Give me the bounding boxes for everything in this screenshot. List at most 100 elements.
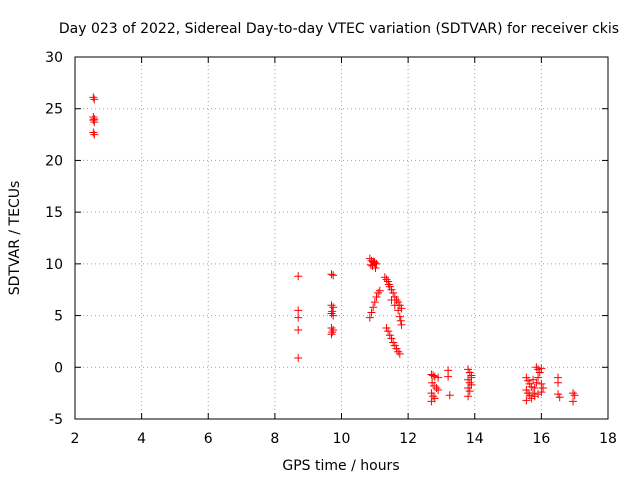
data-point [294, 313, 303, 322]
data-point [89, 128, 98, 137]
data-point [555, 393, 564, 402]
x-tick-labels: 2 4 6 8 10 12 14 16 18 [71, 431, 617, 447]
data-point [569, 397, 578, 406]
data-point [384, 280, 393, 289]
data-point [90, 118, 99, 127]
data-point [430, 372, 439, 381]
data-point [570, 391, 579, 400]
data-point [374, 288, 383, 297]
data-point [390, 301, 399, 310]
x-tick-label: 12 [399, 431, 417, 447]
x-tick-label: 18 [599, 431, 617, 447]
data-point [384, 327, 393, 336]
grid-lines [75, 57, 608, 419]
y-tick-label: 20 [45, 153, 63, 169]
data-point [432, 383, 441, 392]
data-point [427, 397, 436, 406]
data-point [365, 313, 374, 322]
data-point [534, 373, 543, 382]
data-point [395, 349, 404, 358]
y-tick-label: 15 [45, 205, 63, 221]
data-point [554, 378, 563, 387]
x-tick-label: 4 [137, 431, 146, 447]
data-point [465, 387, 474, 396]
y-tick-label: 30 [45, 50, 63, 66]
data-point [370, 298, 379, 307]
data-point [396, 316, 405, 325]
y-tick-label: 5 [54, 309, 63, 325]
data-point [394, 347, 403, 356]
data-point [294, 326, 303, 335]
y-axis-label: SDTVAR / TECUs [7, 181, 23, 296]
data-point [427, 370, 436, 379]
data-point [367, 308, 376, 317]
data-point [327, 301, 336, 310]
data-point [90, 130, 99, 139]
data-point [397, 304, 406, 313]
x-tick-label: 16 [532, 431, 550, 447]
data-point [387, 296, 396, 305]
data-point [397, 320, 406, 329]
data-point [372, 292, 381, 301]
data-point [294, 353, 303, 362]
y-tick-label: 10 [45, 257, 63, 273]
data-point [89, 93, 98, 102]
data-point [387, 334, 396, 343]
data-point [329, 326, 338, 335]
data-point [328, 307, 337, 316]
data-point [530, 392, 539, 401]
data-point [369, 303, 378, 312]
data-point [537, 364, 546, 373]
y-tick-label: 25 [45, 102, 63, 118]
axis-ticks [74, 56, 609, 420]
data-point [370, 257, 379, 266]
y-tick-labels: -5 0 5 10 15 20 25 30 [45, 50, 63, 428]
data-point [329, 311, 338, 320]
data-point [375, 286, 384, 295]
data-point [329, 303, 338, 312]
data-point [569, 389, 578, 398]
data-point [394, 306, 403, 315]
data-point [464, 392, 473, 401]
data-point [530, 383, 539, 392]
x-tick-label: 8 [270, 431, 279, 447]
data-point [429, 392, 438, 401]
data-point [529, 375, 538, 384]
x-tick-label: 6 [204, 431, 213, 447]
x-tick-label: 10 [333, 431, 351, 447]
data-point [527, 382, 536, 391]
data-point [532, 363, 541, 372]
data-point [371, 263, 380, 272]
data-point [380, 273, 389, 282]
data-point [527, 394, 536, 403]
x-axis-label: GPS time / hours [282, 458, 399, 474]
data-point [382, 275, 391, 284]
data-point [90, 95, 99, 104]
data-point [537, 379, 546, 388]
data-point [389, 288, 398, 297]
data-points [89, 93, 579, 406]
data-point [522, 396, 531, 405]
data-point [444, 372, 453, 381]
data-point [429, 371, 438, 380]
y-tick-label: 0 [54, 360, 63, 376]
data-point [89, 116, 98, 125]
data-point [434, 373, 443, 382]
x-tick-label: 2 [71, 431, 80, 447]
y-tick-label: -5 [49, 412, 63, 428]
data-point [327, 270, 336, 279]
data-point [294, 272, 303, 281]
data-point [434, 386, 443, 395]
data-point [537, 388, 546, 397]
data-point [445, 391, 454, 400]
data-point [327, 309, 336, 318]
data-point [467, 373, 476, 382]
data-point [465, 378, 474, 387]
data-point [327, 330, 336, 339]
plot-frame [74, 56, 609, 420]
data-point [328, 328, 337, 337]
data-point [294, 306, 303, 315]
data-point [534, 390, 543, 399]
